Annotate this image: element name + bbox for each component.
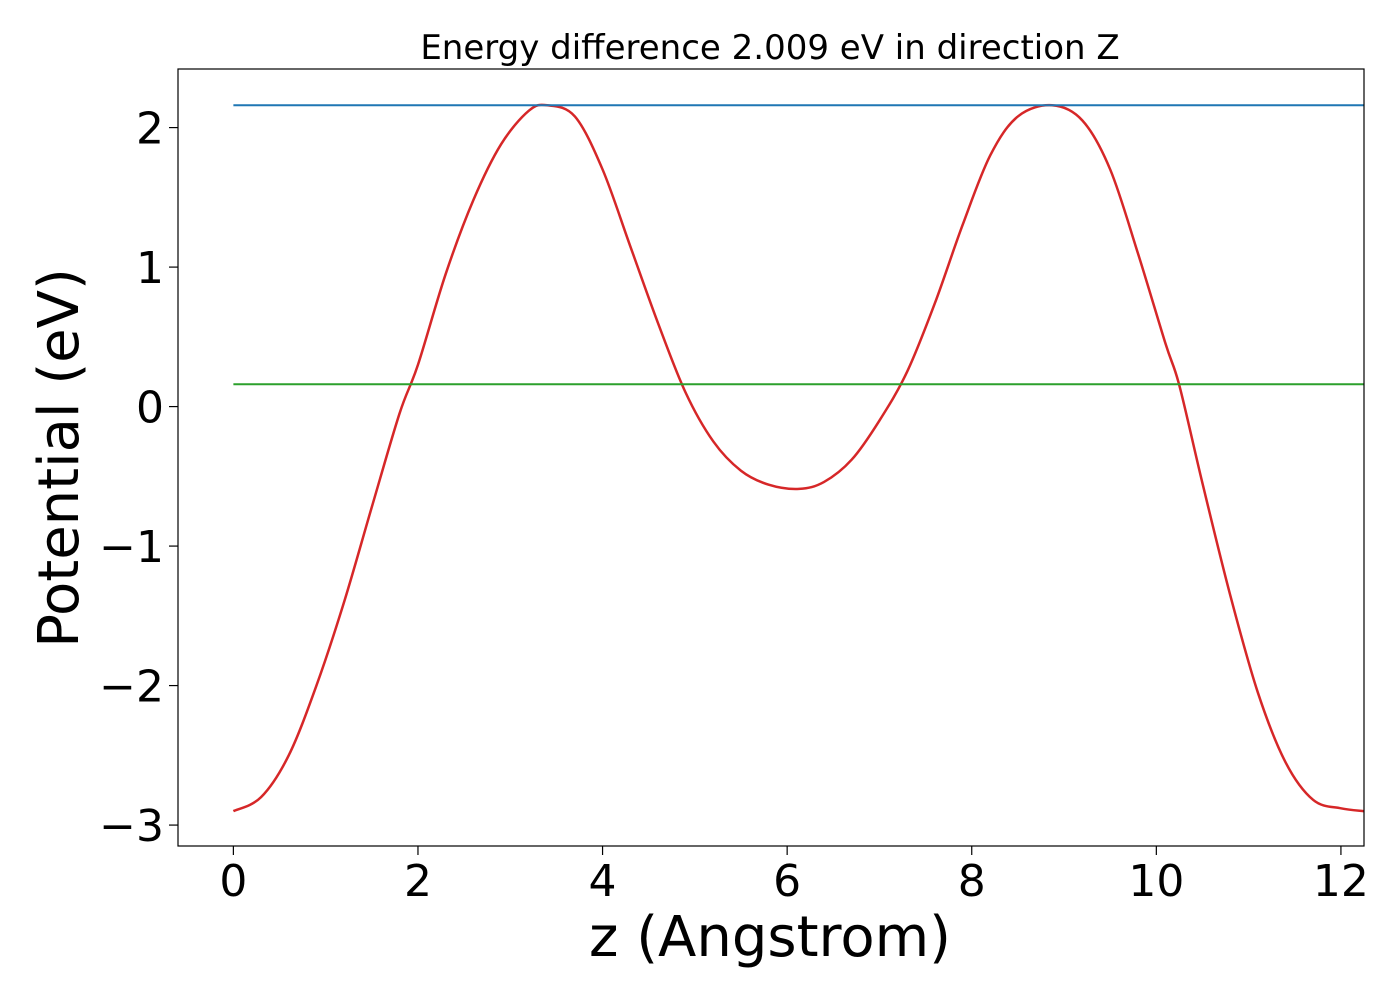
x-tick-label: 10 <box>1128 856 1184 907</box>
x-tick-label: 2 <box>404 856 432 907</box>
y-tick-label: 2 <box>136 104 164 155</box>
x-axis-label: z (Angstrom) <box>589 905 951 970</box>
plot-area <box>178 69 1364 846</box>
x-tick-label: 12 <box>1313 856 1369 907</box>
series-line-1 <box>232 103 1365 813</box>
y-axis-ticks: 2 1 0 −1 −2 −3 <box>99 104 178 852</box>
x-tick-label: 4 <box>589 856 617 907</box>
y-tick-label: −1 <box>99 522 164 573</box>
x-axis-ticks: 0 2 4 6 8 10 12 <box>219 846 1369 907</box>
y-tick-label: 1 <box>136 243 164 294</box>
y-tick-label: −2 <box>99 662 164 713</box>
y-tick-label: 0 <box>136 383 164 434</box>
y-axis-label: Potential (eV) <box>27 268 92 648</box>
x-tick-label: 6 <box>773 856 801 907</box>
y-tick-label: −3 <box>99 801 164 852</box>
x-tick-label: 0 <box>219 856 247 907</box>
x-tick-label: 8 <box>958 856 986 907</box>
series-layer <box>232 103 1365 813</box>
chart-title: Energy difference 2.009 eV in direction … <box>420 28 1119 68</box>
plot-frame <box>177 68 1365 847</box>
